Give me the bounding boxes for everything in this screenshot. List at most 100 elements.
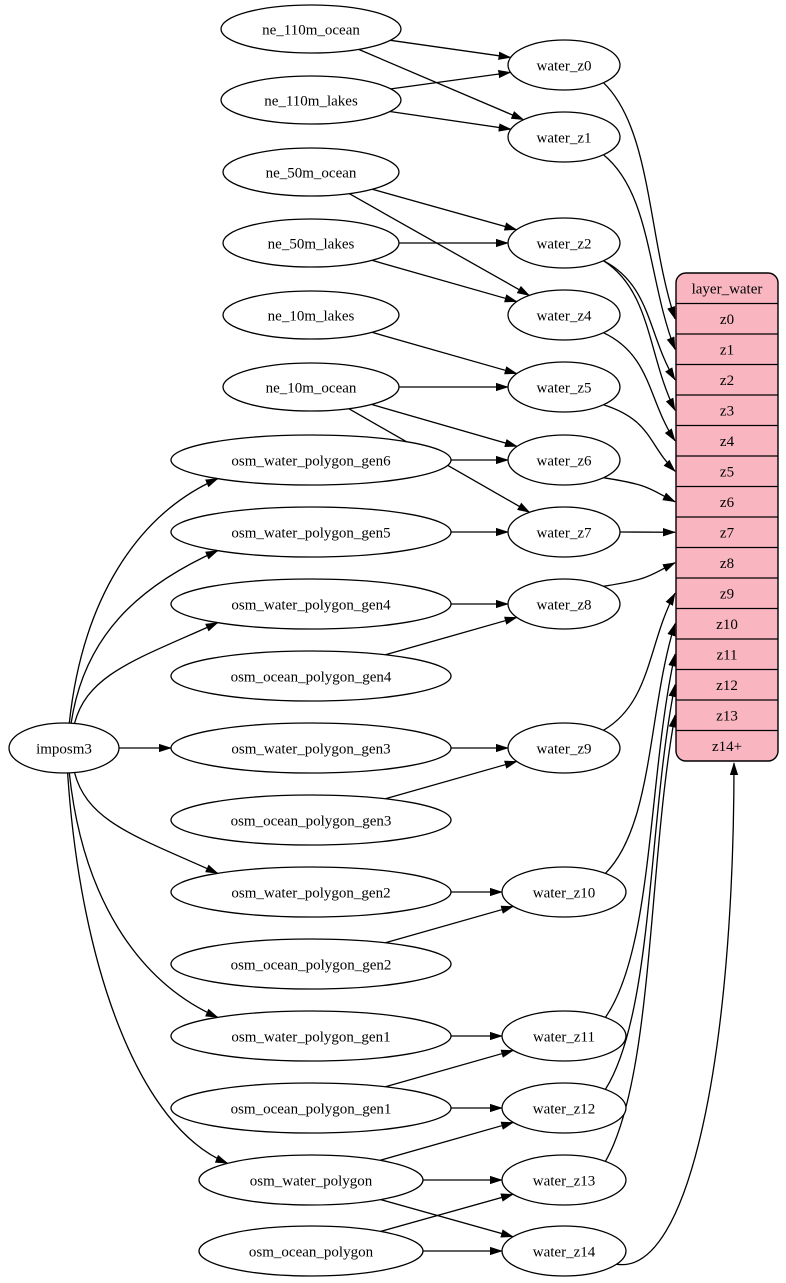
node-water_z11: water_z11: [501, 1010, 627, 1062]
node-label-water_z10: water_z10: [533, 885, 595, 901]
node-shape-imposm3: [8, 722, 120, 774]
node-shape-osm_ocean_polygon_gen3: [170, 794, 452, 846]
edge-water_z12-to-layer_water-z12: [604, 683, 677, 1090]
node-shape-osm_water_polygon_gen2: [170, 866, 452, 918]
node-water_z13: water_z13: [501, 1154, 627, 1206]
table-row-z7: z7: [720, 526, 735, 542]
node-shape-water_z7: [507, 506, 621, 558]
edge-water_z5-to-layer_water-z5: [603, 404, 676, 472]
edge-ne_10m_ocean-to-water_z6: [371, 403, 518, 448]
node-shape-ne_110m_ocean: [220, 4, 402, 54]
node-label-water_z12: water_z12: [533, 1101, 595, 1117]
table-row-z10: z10: [716, 617, 738, 633]
node-osm_water_polygon: osm_water_polygon: [198, 1154, 424, 1206]
node-shape-ne_10m_ocean: [222, 362, 400, 412]
node-label-osm_water_polygon_gen2: osm_water_polygon_gen2: [231, 885, 390, 901]
table-row-z0: z0: [720, 312, 734, 328]
node-water_z2: water_z2: [507, 217, 621, 269]
table-row-z5: z5: [720, 465, 734, 481]
node-shape-water_z6: [507, 434, 621, 486]
table-layer-water: layer_water z0 z1 z2 z3 z4 z5 z6 z7 z8 z9 z10 z11 z12…: [675, 272, 779, 762]
node-shape-water_z12: [501, 1082, 627, 1134]
edge-ne_110m_lakes-to-water_z1: [389, 110, 512, 132]
table-row-z13: z13: [716, 709, 738, 725]
node-shape-water_z9: [507, 722, 621, 774]
edge-water_z13-to-layer_water-z13: [604, 714, 677, 1162]
edge-ne_50m_ocean-to-water_z4: [348, 193, 531, 296]
node-label-water_z5: water_z5: [537, 380, 592, 396]
node-water_z6: water_z6: [507, 434, 621, 486]
edge-water_z0-to-layer_water-z0: [602, 82, 676, 320]
node-shape-osm_ocean_polygon_gen2: [170, 938, 452, 990]
node-label-water_z4: water_z4: [537, 308, 592, 324]
edge-osm_ocean_polygon_gen1-to-water_z11: [385, 1049, 515, 1088]
node-shape-osm_water_polygon_gen1: [170, 1010, 452, 1062]
node-label-ne_10m_ocean: ne_10m_ocean: [266, 380, 357, 396]
node-water_z12: water_z12: [501, 1082, 627, 1134]
node-shape-osm_water_polygon_gen4: [170, 578, 452, 630]
edge-ne_50m_lakes-to-water_z4: [371, 259, 518, 303]
edge-imposm3-to-osm_water_polygon: [66, 772, 229, 1164]
table-row-z1: z1: [720, 343, 734, 359]
node-label-water_z13: water_z13: [533, 1173, 595, 1189]
node-shape-water_z5: [507, 361, 621, 413]
node-label-osm_water_polygon_gen3: osm_water_polygon_gen3: [231, 741, 390, 757]
edge-imposm3-to-osm_water_polygon_gen1: [68, 772, 219, 1018]
node-label-water_z7: water_z7: [537, 525, 592, 541]
node-label-water_z14: water_z14: [533, 1244, 596, 1260]
node-shape-water_z13: [501, 1154, 627, 1206]
table-row-z14+: z14+: [712, 739, 742, 755]
node-label-water_z11: water_z11: [533, 1029, 595, 1045]
node-label-ne_110m_ocean: ne_110m_ocean: [262, 22, 360, 38]
node-osm_water_polygon_gen2: osm_water_polygon_gen2: [170, 866, 452, 918]
node-shape-water_z10: [501, 866, 627, 918]
nodes-layer: imposm3 ne_110m_ocean ne_110m_lakes ne_50m_…: [8, 4, 627, 1277]
node-osm_ocean_polygon_gen4: osm_ocean_polygon_gen4: [170, 650, 452, 702]
node-label-ne_50m_ocean: ne_50m_ocean: [266, 165, 357, 181]
node-label-water_z6: water_z6: [537, 453, 592, 469]
table-row-z2: z2: [720, 373, 734, 389]
edge-osm_ocean_polygon_gen2-to-water_z10: [385, 905, 515, 944]
node-label-osm_water_polygon_gen1: osm_water_polygon_gen1: [231, 1029, 390, 1045]
node-ne_110m_lakes: ne_110m_lakes: [220, 75, 402, 125]
node-osm_ocean_polygon_gen1: osm_ocean_polygon_gen1: [170, 1082, 452, 1134]
node-osm_water_polygon_gen4: osm_water_polygon_gen4: [170, 578, 452, 630]
node-osm_water_polygon_gen1: osm_water_polygon_gen1: [170, 1010, 452, 1062]
node-shape-osm_water_polygon_gen6: [170, 434, 452, 486]
node-osm_water_polygon_gen3: osm_water_polygon_gen3: [170, 722, 452, 774]
edge-osm_water_polygon-to-water_z14: [380, 1198, 514, 1238]
edge-osm_ocean_polygon_gen4-to-water_z8: [385, 616, 518, 656]
node-label-water_z2: water_z2: [537, 236, 592, 252]
node-label-ne_110m_lakes: ne_110m_lakes: [264, 93, 358, 109]
node-ne_10m_ocean: ne_10m_ocean: [222, 362, 400, 412]
edge-water_z10-to-layer_water-z10: [604, 622, 676, 874]
node-shape-water_z11: [501, 1010, 627, 1062]
table-layer: layer_water z0 z1 z2 z3 z4 z5 z6 z7 z8 z9 z10 z11 z12…: [675, 272, 779, 762]
table-row-z12: z12: [716, 678, 738, 694]
table-row-z3: z3: [720, 404, 734, 420]
edge-water_z2-to-layer_water-z2: [603, 260, 676, 381]
node-water_z7: water_z7: [507, 506, 621, 558]
node-shape-ne_50m_lakes: [222, 218, 400, 268]
node-ne_50m_ocean: ne_50m_ocean: [222, 147, 400, 197]
node-shape-water_z1: [507, 111, 621, 163]
edge-osm_ocean_polygon_gen3-to-water_z9: [385, 760, 518, 800]
edge-water_z8-to-layer_water-z8: [603, 562, 676, 587]
node-osm_ocean_polygon_gen3: osm_ocean_polygon_gen3: [170, 794, 452, 846]
table-row-z9: z9: [720, 587, 734, 603]
edge-water_z2-to-layer_water-z3: [603, 260, 676, 412]
node-water_z9: water_z9: [507, 722, 621, 774]
node-label-osm_ocean_polygon_gen4: osm_ocean_polygon_gen4: [231, 669, 392, 685]
node-shape-water_z8: [507, 578, 621, 630]
node-osm_water_polygon_gen6: osm_water_polygon_gen6: [170, 434, 452, 486]
node-shape-osm_water_polygon_gen3: [170, 722, 452, 774]
node-water_z5: water_z5: [507, 361, 621, 413]
node-ne_10m_lakes: ne_10m_lakes: [222, 290, 400, 340]
edge-ne_110m_ocean-to-water_z1: [358, 48, 525, 121]
node-shape-osm_ocean_polygon: [198, 1225, 424, 1277]
edge-water_z11-to-layer_water-z11: [604, 653, 677, 1018]
node-label-osm_ocean_polygon: osm_ocean_polygon: [249, 1244, 374, 1260]
node-shape-water_z14: [501, 1225, 627, 1277]
edge-imposm3-to-osm_water_polygon_gen2: [73, 772, 219, 874]
